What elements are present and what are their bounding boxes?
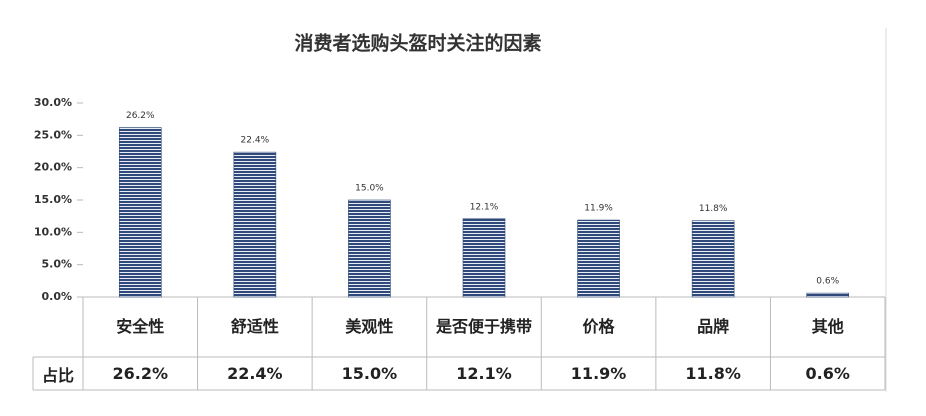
- x-tick-label: 美观性: [345, 317, 394, 336]
- y-tick-label: 30.0%: [34, 96, 72, 109]
- x-tick-label: 品牌: [697, 317, 730, 336]
- x-tick-label: 其他: [811, 317, 844, 336]
- table-value: 15.0%: [341, 364, 398, 383]
- data-label: 26.2%: [126, 111, 155, 121]
- table-value: 22.4%: [227, 364, 283, 383]
- table-value: 26.2%: [112, 364, 169, 383]
- data-label: 22.4%: [241, 136, 270, 146]
- bar: [691, 220, 735, 298]
- bar: [233, 151, 277, 298]
- table-value: 12.1%: [456, 364, 512, 383]
- bar: [348, 199, 391, 298]
- bar: [806, 292, 850, 298]
- y-tick-label: 15.0%: [34, 193, 72, 206]
- x-tick-label: 是否便于携带: [435, 317, 532, 336]
- table-value: 11.8%: [685, 364, 741, 383]
- bar: [577, 219, 620, 298]
- x-tick-label: 价格: [582, 317, 615, 336]
- y-tick-label: 5.0%: [41, 258, 72, 271]
- y-tick-label: 10.0%: [34, 225, 72, 238]
- x-tick-label: 舒适性: [230, 317, 279, 336]
- data-label: 11.8%: [699, 204, 728, 214]
- series-name: 占比: [41, 365, 74, 385]
- y-tick-label: 0.0%: [41, 290, 72, 303]
- y-tick-label: 20.0%: [34, 161, 72, 174]
- data-label: 0.6%: [816, 277, 839, 287]
- table-value: 11.9%: [570, 364, 627, 383]
- y-tick-label: 25.0%: [34, 128, 72, 141]
- table-value: 0.6%: [805, 364, 850, 383]
- bar: [118, 127, 162, 298]
- x-tick-label: 安全性: [116, 317, 165, 336]
- chart-title: 消费者选购头盔时关注的因素: [294, 32, 541, 55]
- data-label: 11.9%: [584, 204, 613, 214]
- data-label: 12.1%: [470, 202, 499, 212]
- data-label: 15.0%: [355, 184, 384, 194]
- bar: [462, 218, 506, 298]
